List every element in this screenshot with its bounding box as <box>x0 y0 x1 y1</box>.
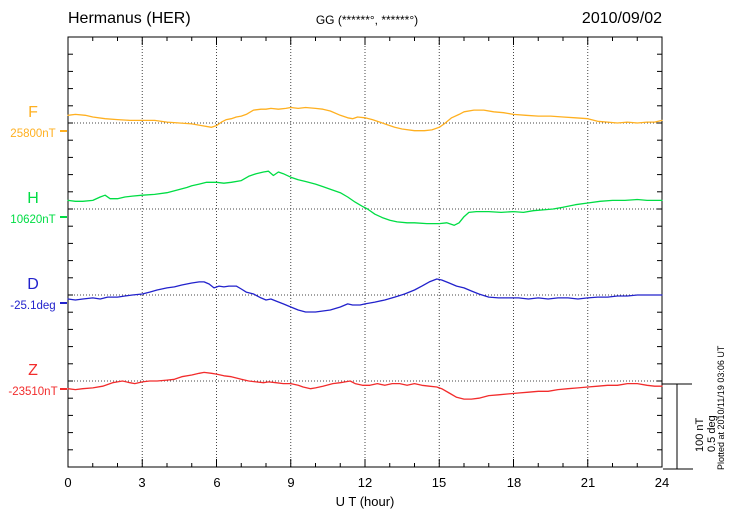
plotted-at-note: Plotted at 2010/11/19 03:06 UT <box>716 345 726 470</box>
channel-Z-baseline-value: -23510nT <box>8 386 58 398</box>
x-tick-label-21: 21 <box>580 475 596 490</box>
trace-Z <box>67 371 663 400</box>
x-tick-label-3: 3 <box>138 475 146 490</box>
x-tick-label-15: 15 <box>431 475 447 490</box>
channel-D-labelblock: D -25.1deg <box>0 276 66 313</box>
x-tick-label-18: 18 <box>506 475 522 490</box>
channel-H-labelblock: H 10620nT <box>0 190 66 227</box>
channel-D-baseline-value: -25.1deg <box>10 300 56 312</box>
channel-F-labelblock: F 25800nT <box>0 104 66 141</box>
x-axis-title: U T (hour) <box>335 494 395 509</box>
coords-title: GG (******°, ******°) <box>315 13 419 27</box>
scale-bar-labels: 100 nT 0.5 deg <box>694 415 718 452</box>
x-tick-label-12: 12 <box>357 475 373 490</box>
trace-F <box>67 106 663 132</box>
trace-D <box>67 278 663 313</box>
channel-F-baseline-value: 25800nT <box>10 128 56 140</box>
channel-Z-labelblock: Z -23510nT <box>0 362 66 399</box>
x-tick-label-24: 24 <box>654 475 670 490</box>
date-title: 2010/09/02 <box>581 10 662 27</box>
x-tick-label-0: 0 <box>64 475 72 490</box>
plot-frame <box>67 36 663 468</box>
station-title: Hermanus (HER) <box>68 10 191 27</box>
channel-F-label: F <box>28 104 38 121</box>
channel-D-label: D <box>27 276 39 293</box>
trace-H <box>67 170 663 226</box>
x-tick-label-6: 6 <box>213 475 221 490</box>
channel-H-baseline-value: 10620nT <box>10 214 56 226</box>
channel-Z-label: Z <box>28 362 38 379</box>
x-tick-label-9: 9 <box>287 475 295 490</box>
channel-H-label: H <box>27 190 39 207</box>
scale-bar-nt-label: 100 nT <box>694 417 706 452</box>
